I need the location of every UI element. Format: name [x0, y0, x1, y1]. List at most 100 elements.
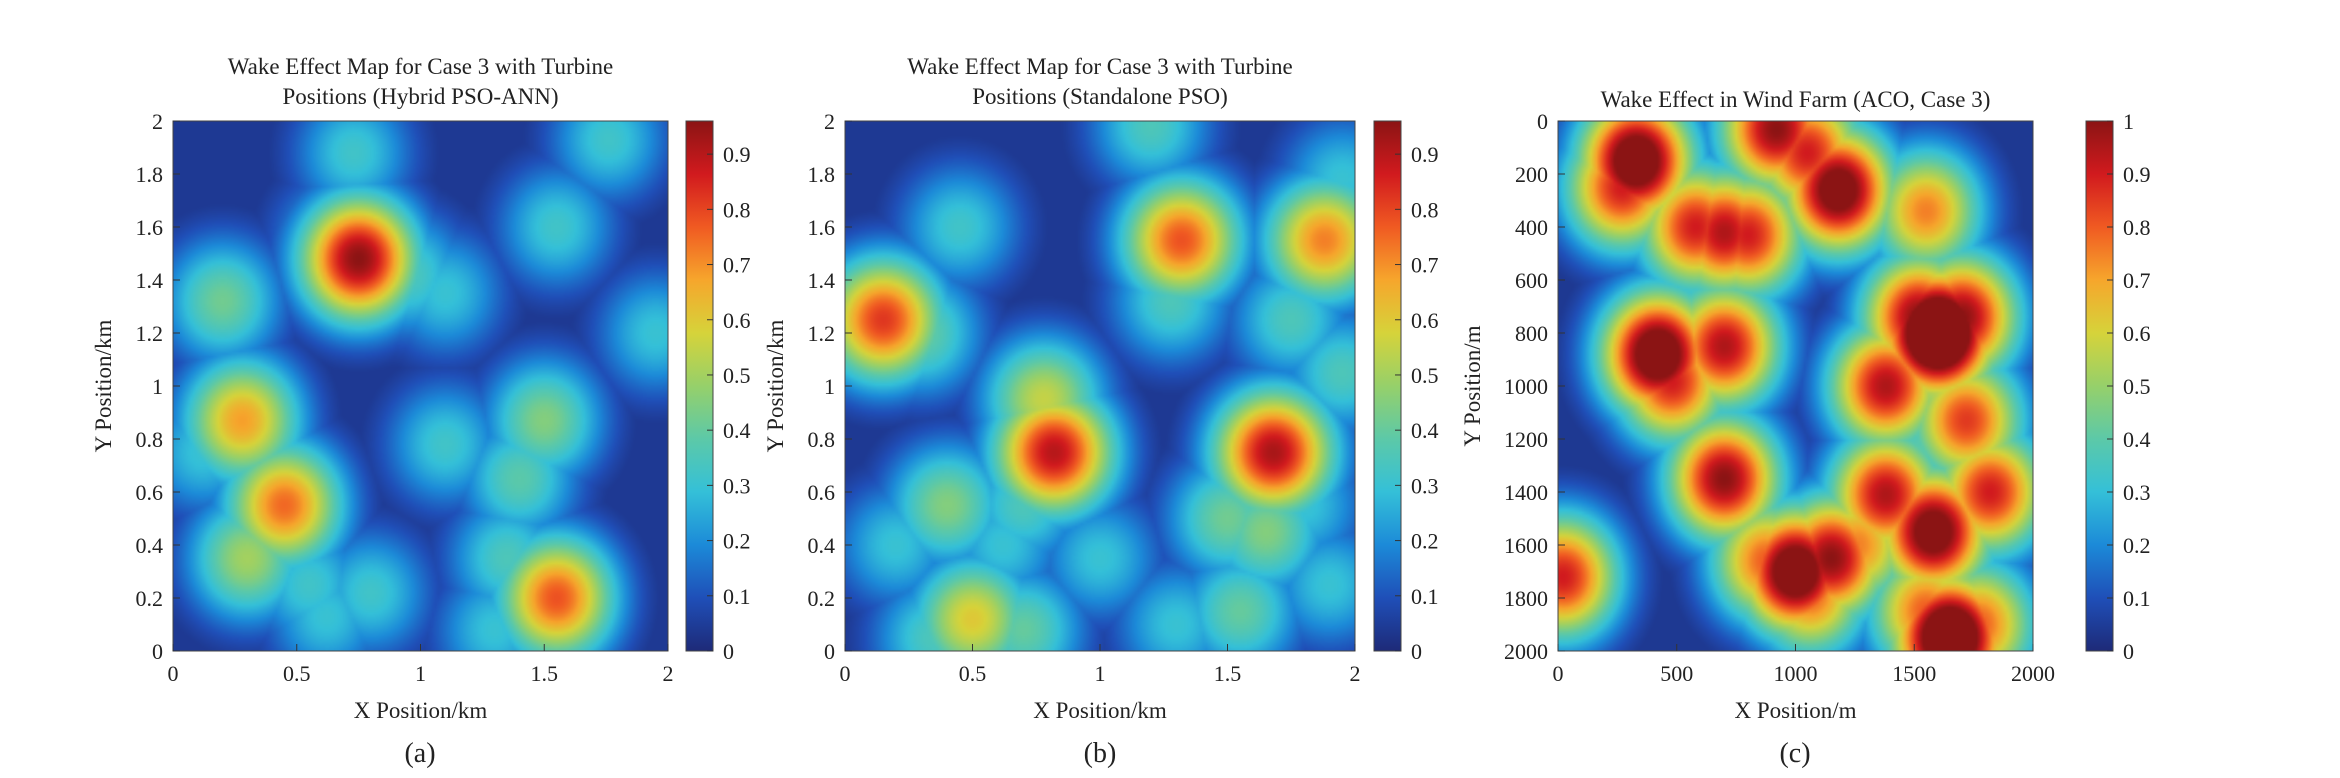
y-tick-label: 1200 [1504, 427, 1548, 452]
colorbar-tick-label: 0.7 [723, 253, 751, 278]
heatmap-image [845, 121, 1355, 651]
panel-label: (c) [1779, 738, 1810, 769]
colorbar-tick-label: 0.2 [1411, 529, 1439, 554]
y-tick-label: 2 [152, 109, 163, 134]
colorbar-tick-label: 1 [2123, 109, 2134, 134]
x-tick-label: 0.5 [283, 661, 311, 686]
colorbar-tick-label: 0.5 [2123, 374, 2151, 399]
y-tick-label: 1.2 [808, 321, 836, 346]
y-tick-label: 0 [152, 639, 163, 664]
colorbar-tick-label: 0.7 [2123, 268, 2151, 293]
x-axis-label: X Position/km [1033, 698, 1167, 723]
x-tick-label: 1 [1095, 661, 1106, 686]
y-tick-label: 0.2 [136, 586, 164, 611]
colorbar-tick-label: 0.7 [1411, 253, 1439, 278]
y-tick-label: 1.8 [136, 162, 164, 187]
chart-title-line: Positions (Hybrid PSO-ANN) [282, 84, 558, 109]
colorbar-tick-label: 0.3 [723, 473, 751, 498]
x-tick-label: 0 [840, 661, 851, 686]
y-tick-label: 600 [1515, 268, 1548, 293]
y-tick-label: 0.8 [808, 427, 836, 452]
y-axis-label: Y Position/km [763, 320, 788, 453]
colorbar-tick-label: 0.5 [1411, 363, 1439, 388]
y-tick-label: 1800 [1504, 586, 1548, 611]
colorbar-tick-label: 0.1 [2123, 586, 2151, 611]
colorbar-tick-label: 0.2 [723, 529, 751, 554]
x-tick-label: 500 [1660, 661, 1693, 686]
colorbar-tick-label: 0.4 [1411, 418, 1439, 443]
colorbar-tick-label: 0.8 [2123, 215, 2151, 240]
x-tick-label: 0.5 [959, 661, 987, 686]
colorbar [685, 120, 714, 652]
y-tick-label: 1.2 [136, 321, 164, 346]
y-tick-label: 1 [152, 374, 163, 399]
y-tick-label: 1.4 [808, 268, 836, 293]
colorbar-tick-label: 0.9 [2123, 162, 2151, 187]
colorbar-tick-label: 0.5 [723, 363, 751, 388]
chart-title-line: Wake Effect in Wind Farm (ACO, Case 3) [1601, 87, 1991, 112]
y-tick-label: 1.6 [136, 215, 164, 240]
x-tick-label: 1.5 [531, 661, 559, 686]
y-tick-label: 1 [824, 374, 835, 399]
x-tick-label: 0 [1553, 661, 1564, 686]
y-axis-label: Y Position/m [1460, 325, 1485, 446]
chart-title-line: Wake Effect Map for Case 3 with Turbine [907, 54, 1292, 79]
colorbar-tick-label: 0.3 [2123, 480, 2151, 505]
y-tick-label: 2 [824, 109, 835, 134]
x-tick-label: 1 [415, 661, 426, 686]
y-axis-label: Y Position/km [91, 320, 116, 453]
y-tick-label: 1.6 [808, 215, 836, 240]
colorbar-tick-label: 0.6 [1411, 308, 1439, 333]
y-tick-label: 1.4 [136, 268, 164, 293]
x-tick-label: 0 [168, 661, 179, 686]
panel-label: (b) [1084, 738, 1117, 769]
x-tick-label: 2000 [2011, 661, 2055, 686]
y-tick-label: 0.4 [136, 533, 164, 558]
colorbar-tick-label: 0.6 [2123, 321, 2151, 346]
y-tick-label: 2000 [1504, 639, 1548, 664]
colorbar-tick-label: 0.4 [2123, 427, 2151, 452]
y-tick-label: 0 [824, 639, 835, 664]
x-tick-label: 2 [663, 661, 674, 686]
x-tick-label: 1500 [1892, 661, 1936, 686]
colorbar-tick-label: 0 [2123, 639, 2134, 664]
colorbar-tick-label: 0.2 [2123, 533, 2151, 558]
colorbar-tick-label: 0.9 [1411, 142, 1439, 167]
x-axis-label: X Position/km [354, 698, 488, 723]
x-tick-label: 1.5 [1214, 661, 1242, 686]
panel-a: Wake Effect Map for Case 3 with Turbine P… [91, 54, 751, 769]
chart-title-line: Positions (Standalone PSO) [972, 84, 1228, 109]
panel-c: Wake Effect in Wind Farm (ACO, Case 3) 0 5… [1460, 87, 2151, 769]
x-axis-label: X Position/m [1734, 698, 1856, 723]
y-tick-label: 1000 [1504, 374, 1548, 399]
colorbar-tick-label: 0.1 [1411, 584, 1439, 609]
colorbar-tick-label: 0.9 [723, 142, 751, 167]
y-tick-label: 1600 [1504, 533, 1548, 558]
y-tick-label: 0.8 [136, 427, 164, 452]
colorbar-tick-label: 0 [723, 639, 734, 664]
heatmap-image [1558, 121, 2033, 651]
y-tick-label: 200 [1515, 162, 1548, 187]
y-tick-label: 1.8 [808, 162, 836, 187]
panel-label: (a) [404, 738, 435, 769]
colorbar-tick-label: 0.6 [723, 308, 751, 333]
y-tick-label: 1400 [1504, 480, 1548, 505]
x-tick-label: 2 [1350, 661, 1361, 686]
x-tick-label: 1000 [1774, 661, 1818, 686]
colorbar-tick-label: 0.8 [1411, 197, 1439, 222]
y-tick-label: 800 [1515, 321, 1548, 346]
y-tick-label: 0.2 [808, 586, 836, 611]
colorbar [1373, 120, 1402, 652]
colorbar-tick-label: 0.8 [723, 197, 751, 222]
colorbar-tick-label: 0 [1411, 639, 1422, 664]
panel-b: Wake Effect Map for Case 3 with Turbine P… [763, 54, 1439, 769]
colorbar-tick-label: 0.3 [1411, 473, 1439, 498]
colorbar-tick-label: 0.1 [723, 584, 751, 609]
heatmap-image [173, 121, 668, 651]
y-tick-label: 0 [1537, 109, 1548, 134]
y-tick-label: 0.6 [808, 480, 836, 505]
colorbar-tick-label: 0.4 [723, 418, 751, 443]
y-tick-label: 0.6 [136, 480, 164, 505]
y-tick-label: 0.4 [808, 533, 836, 558]
